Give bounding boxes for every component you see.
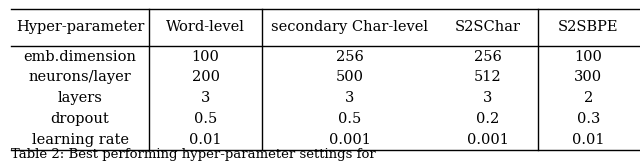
Text: 0.001: 0.001	[329, 133, 371, 147]
Text: 0.001: 0.001	[467, 133, 509, 147]
Text: secondary Char-level: secondary Char-level	[271, 20, 428, 34]
Text: 3: 3	[483, 91, 493, 105]
Text: 256: 256	[336, 50, 364, 63]
Text: 3: 3	[201, 91, 211, 105]
Text: neurons/layer: neurons/layer	[29, 70, 131, 84]
Text: 100: 100	[575, 50, 602, 63]
Text: emb.dimension: emb.dimension	[24, 50, 136, 63]
Text: 300: 300	[574, 70, 602, 84]
Text: 0.01: 0.01	[189, 133, 222, 147]
Text: Table 2: Best performing hyper-parameter settings for: Table 2: Best performing hyper-parameter…	[11, 148, 376, 161]
Text: 100: 100	[191, 50, 220, 63]
Text: learning rate: learning rate	[31, 133, 129, 147]
Text: S2SBPE: S2SBPE	[558, 20, 619, 34]
Text: 0.3: 0.3	[577, 112, 600, 126]
Text: Hyper-parameter: Hyper-parameter	[16, 20, 144, 34]
Text: 0.5: 0.5	[194, 112, 217, 126]
Text: 500: 500	[336, 70, 364, 84]
Text: dropout: dropout	[51, 112, 109, 126]
Text: 0.5: 0.5	[339, 112, 362, 126]
Text: layers: layers	[58, 91, 102, 105]
Text: 2: 2	[584, 91, 593, 105]
Text: 0.2: 0.2	[476, 112, 500, 126]
Text: 256: 256	[474, 50, 502, 63]
Text: 512: 512	[474, 70, 502, 84]
Text: 3: 3	[345, 91, 355, 105]
Text: S2SChar: S2SChar	[455, 20, 521, 34]
Text: Word-level: Word-level	[166, 20, 245, 34]
Text: 0.01: 0.01	[572, 133, 605, 147]
Text: 200: 200	[191, 70, 220, 84]
